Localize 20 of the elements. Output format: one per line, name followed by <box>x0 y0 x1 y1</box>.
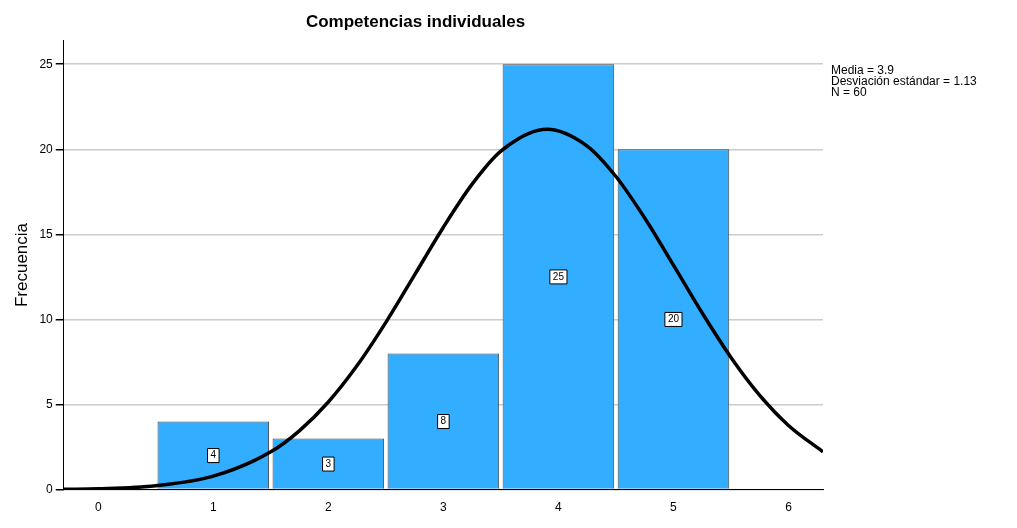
x-tick-label: 2 <box>324 500 332 515</box>
x-tick-label: 5 <box>670 500 678 515</box>
y-tick-label: 15 <box>39 226 54 241</box>
x-tick-label: 0 <box>94 500 102 515</box>
chart-title: Competencias individuales <box>305 11 526 31</box>
y-tick-label: 20 <box>39 141 54 156</box>
data-label: 25 <box>552 270 565 282</box>
x-tick-label: 6 <box>785 500 793 515</box>
data-label: 20 <box>667 313 680 325</box>
y-tick-label: 5 <box>46 396 54 411</box>
data-label: 8 <box>440 415 447 427</box>
x-tick-label: 3 <box>440 500 448 515</box>
y-tick-label: 10 <box>39 311 54 326</box>
y-tick-label: 25 <box>39 56 54 71</box>
y-tick-label: 0 <box>46 481 54 496</box>
y-axis-title: Frecuencia <box>11 222 31 308</box>
x-tick-label: 1 <box>209 500 217 515</box>
data-label: 4 <box>210 449 217 461</box>
x-tick-label: 4 <box>555 500 563 515</box>
data-label: 3 <box>325 457 332 469</box>
